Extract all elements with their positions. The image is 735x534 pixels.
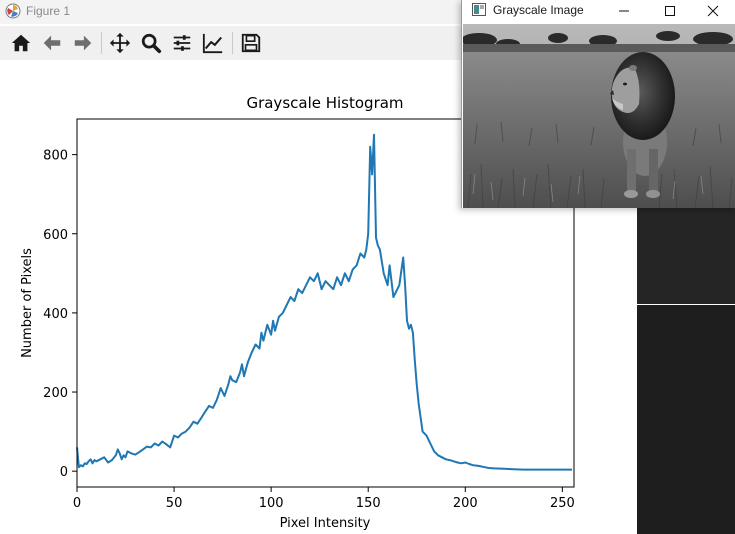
x-tick-label: 100 bbox=[259, 496, 284, 511]
toolbar-separator bbox=[232, 32, 233, 54]
y-axis-label: Number of Pixels bbox=[20, 248, 35, 358]
sliders-icon bbox=[173, 35, 191, 51]
image-window-titlebar[interactable]: Grayscale Image bbox=[462, 0, 735, 22]
arrow-right-icon bbox=[74, 35, 92, 51]
desktop-panel-lower bbox=[637, 305, 735, 534]
edit-axis-button[interactable] bbox=[200, 30, 226, 56]
toolbar-separator bbox=[101, 32, 102, 54]
x-tick-label: 250 bbox=[550, 496, 575, 511]
back-button[interactable] bbox=[39, 30, 65, 56]
histogram-chart: Grayscale Histogram Pixel Intensity Numb… bbox=[20, 94, 575, 531]
minimize-button[interactable] bbox=[601, 0, 647, 22]
maximize-button[interactable] bbox=[647, 0, 693, 22]
minimize-icon bbox=[619, 10, 629, 12]
chart-title: Grayscale Histogram bbox=[246, 94, 403, 112]
matplotlib-app-icon bbox=[5, 3, 21, 19]
pan-button[interactable] bbox=[107, 30, 133, 56]
line-chart-icon bbox=[202, 33, 223, 54]
histogram-line bbox=[76, 133, 573, 471]
grayscale-image-window[interactable]: Grayscale Image bbox=[461, 0, 735, 208]
figure-title: Figure 1 bbox=[26, 4, 71, 18]
grayscale-lion-image bbox=[463, 24, 735, 208]
subplots-button[interactable] bbox=[169, 30, 195, 56]
home-icon bbox=[11, 34, 31, 52]
maximize-icon bbox=[665, 6, 675, 16]
close-icon bbox=[707, 5, 719, 17]
axes-frame bbox=[76, 118, 575, 488]
move-icon bbox=[109, 32, 131, 54]
home-button[interactable] bbox=[8, 30, 34, 56]
floppy-disk-icon bbox=[241, 33, 261, 53]
desktop-panel bbox=[637, 208, 735, 304]
y-tick-label: 400 bbox=[43, 307, 68, 322]
zoom-button[interactable] bbox=[138, 30, 164, 56]
image-window-title: Grayscale Image bbox=[493, 3, 584, 17]
x-tick-label: 0 bbox=[73, 496, 81, 511]
x-tick-label: 200 bbox=[453, 496, 478, 511]
x-tick-label: 50 bbox=[166, 496, 183, 511]
y-tick-label: 800 bbox=[43, 149, 68, 164]
x-axis-label: Pixel Intensity bbox=[280, 516, 371, 531]
x-tick-label: 150 bbox=[356, 496, 381, 511]
axis-ticks: 0 50 100 150 200 250 0 200 400 600 800 bbox=[43, 149, 575, 511]
save-button[interactable] bbox=[238, 30, 264, 56]
y-tick-label: 0 bbox=[60, 465, 68, 480]
figure-toolbar bbox=[0, 26, 462, 60]
close-button[interactable] bbox=[690, 0, 735, 22]
forward-button[interactable] bbox=[70, 30, 96, 56]
magnifier-icon bbox=[141, 33, 162, 54]
arrow-left-icon bbox=[43, 35, 61, 51]
y-tick-label: 600 bbox=[43, 228, 68, 243]
image-app-icon bbox=[472, 3, 486, 16]
y-tick-label: 200 bbox=[43, 386, 68, 401]
